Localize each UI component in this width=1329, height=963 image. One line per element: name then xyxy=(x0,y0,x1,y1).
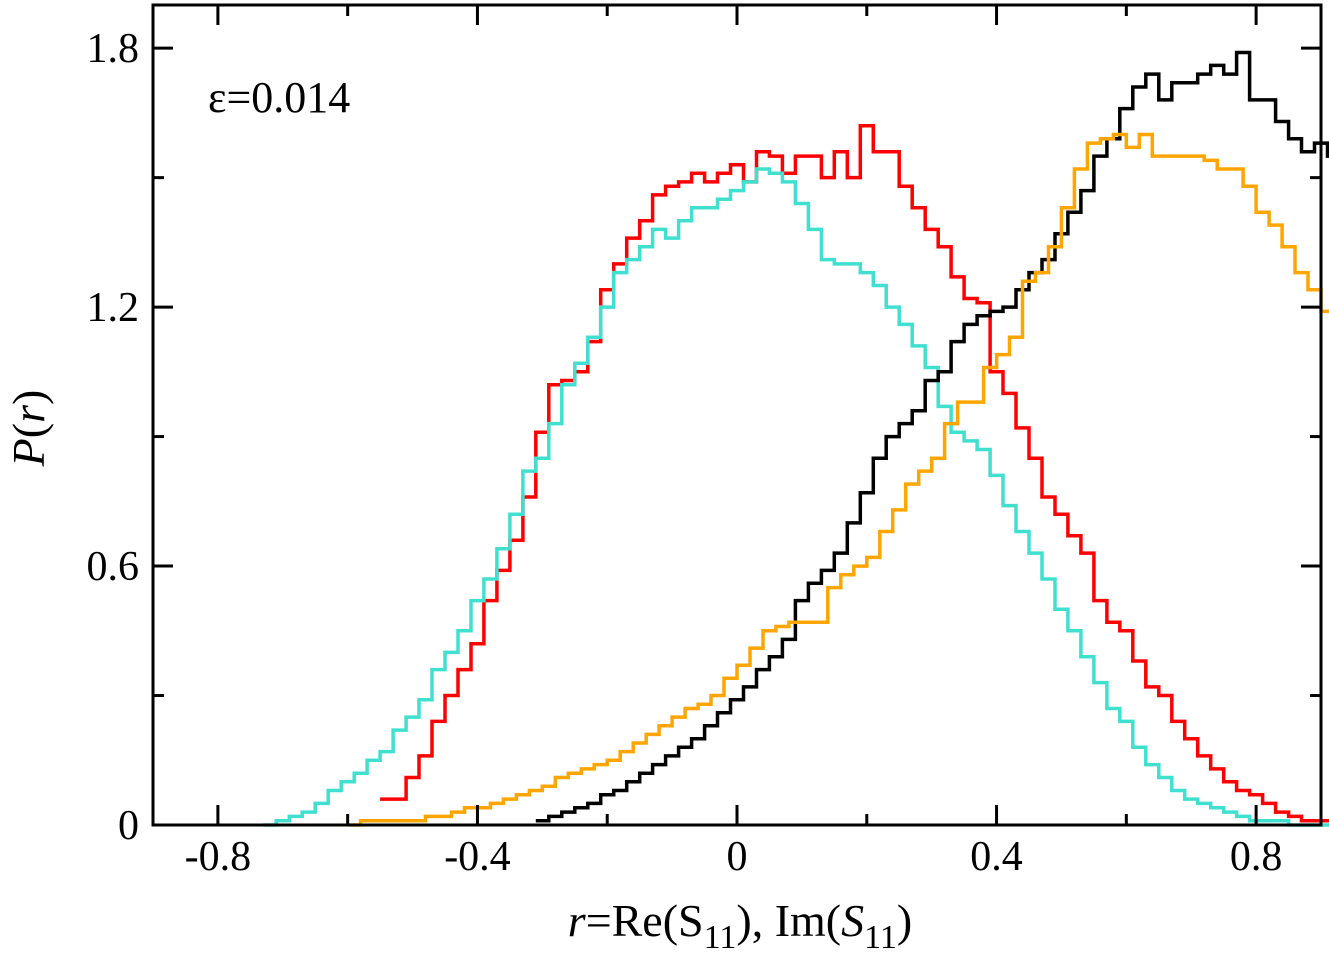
x-axis-eq: =Re(S xyxy=(586,895,704,946)
plot-series xyxy=(263,50,1329,827)
axis-ticks xyxy=(153,5,1321,827)
y-axis-arg: r xyxy=(3,404,54,423)
annotation-epsilon: ε=0.014 xyxy=(208,73,350,122)
plot-frame xyxy=(151,3,1323,827)
x-axis-sub1: 11 xyxy=(704,919,737,956)
series-orange xyxy=(347,132,1329,827)
x-axis-end: ) xyxy=(897,895,912,946)
y-tick-label: 0.6 xyxy=(87,544,140,590)
x-axis-var2: S xyxy=(841,895,864,946)
x-tick-label: 0.8 xyxy=(1230,834,1283,880)
x-tick-label: 0.4 xyxy=(970,834,1023,880)
x-tick-label: -0.4 xyxy=(444,834,511,880)
series-red xyxy=(380,124,1329,823)
y-tick-label: 1.2 xyxy=(87,285,140,331)
x-axis-title: r=Re(S11), Im(S11) xyxy=(568,895,912,956)
y-axis-title: P(r) xyxy=(3,390,54,468)
x-axis-mid: ), Im( xyxy=(736,895,841,946)
y-tick-label: 1.8 xyxy=(87,26,140,72)
series-black xyxy=(535,50,1329,823)
y-axis-var: P xyxy=(3,438,54,467)
x-tick-label: 0 xyxy=(727,834,748,880)
y-tick-label: 0 xyxy=(118,803,139,849)
axis-tick-labels: -0.8 -0.4 0 0.4 0.8 0 0.6 1.2 1.8 xyxy=(87,26,1283,880)
series-cyan xyxy=(263,167,1329,827)
x-axis-var: r xyxy=(568,895,587,946)
y-axis-close: ) xyxy=(3,390,54,405)
x-tick-label: -0.8 xyxy=(185,834,252,880)
y-axis-open: ( xyxy=(3,423,54,438)
x-axis-sub2: 11 xyxy=(864,919,897,956)
